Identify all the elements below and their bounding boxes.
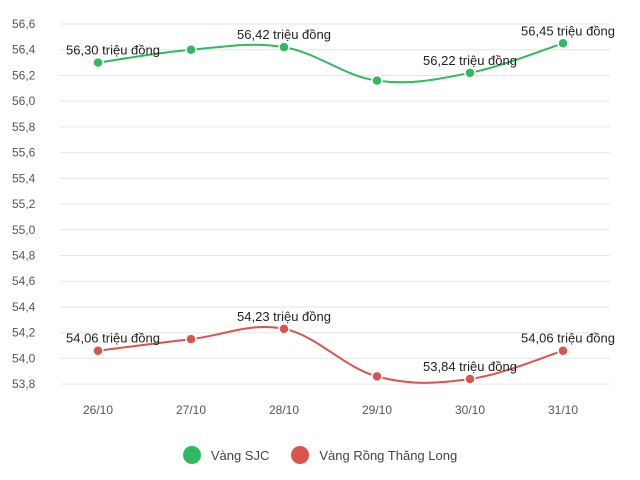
data-point: [92, 56, 104, 69]
y-tick-label: 54,4: [12, 300, 36, 314]
x-tick-label: 26/10: [83, 403, 113, 417]
data-label: 56,45 triệu đồng: [521, 23, 615, 38]
x-tick-label: 28/10: [269, 403, 299, 417]
data-label: 56,22 triệu đồng: [423, 53, 517, 68]
y-tick-label: 56,4: [12, 43, 36, 57]
legend-label-rong-thang-long: Vàng Rồng Thăng Long: [319, 447, 458, 463]
data-point: [464, 373, 476, 385]
data-point: [278, 41, 290, 53]
data-point: [557, 344, 569, 357]
data-point: [371, 74, 383, 87]
y-tick-label: 55,8: [12, 120, 36, 134]
data-label: 54,06 triệu đồng: [521, 331, 615, 346]
legend-swatch-sjc: [182, 446, 201, 464]
data-label: 56,42 triệu đồng: [237, 27, 331, 42]
data-point: [371, 370, 383, 383]
x-tick-label: 31/10: [548, 403, 578, 417]
legend-item-rong-thang-long[interactable]: Vàng Rồng Thăng Long: [291, 446, 457, 464]
y-tick-label: 54,6: [12, 274, 36, 288]
legend: Vàng SJC Vàng Rồng Thăng Long: [0, 446, 640, 464]
x-tick-label: 29/10: [362, 403, 392, 417]
data-point: [278, 323, 290, 335]
legend-item-sjc[interactable]: Vàng SJC: [182, 446, 270, 464]
series-line: [97, 42, 564, 84]
data-label: 54,06 triệu đồng: [66, 331, 160, 346]
data-label: 56,30 triệu đồng: [66, 43, 160, 58]
data-label: 54,23 triệu đồng: [237, 309, 331, 324]
y-tick-label: 55,6: [12, 146, 36, 160]
data-point: [185, 333, 197, 345]
y-tick-label: 56,2: [12, 68, 36, 82]
y-tick-label: 55,4: [12, 171, 36, 185]
x-tick-label: 30/10: [455, 403, 485, 417]
chart-svg: 56,6 56,4 56,2 56,0 55,8 55,6 55,4 55,2 55,0 54,8…: [12, 17, 615, 417]
y-tick-label: 56,6: [12, 17, 36, 31]
series-line: [97, 325, 564, 384]
data-point: [557, 37, 569, 50]
legend-label-sjc: Vàng SJC: [210, 447, 270, 463]
y-tick-label: 56,0: [12, 94, 36, 108]
y-tick-label: 54,8: [12, 249, 36, 263]
y-tick-label: 55,2: [12, 197, 36, 211]
x-tick-label: 27/10: [176, 403, 206, 417]
y-tick-label: 54,0: [12, 351, 36, 365]
data-point: [185, 43, 197, 56]
y-tick-label: 54,2: [12, 326, 36, 340]
data-point: [92, 344, 104, 357]
y-tick-label: 53,8: [12, 377, 36, 391]
data-point: [464, 67, 476, 79]
legend-swatch-rong-thang-long: [291, 446, 310, 464]
y-tick-label: 55,0: [12, 223, 36, 237]
data-label: 53,84 triệu đồng: [423, 359, 517, 374]
